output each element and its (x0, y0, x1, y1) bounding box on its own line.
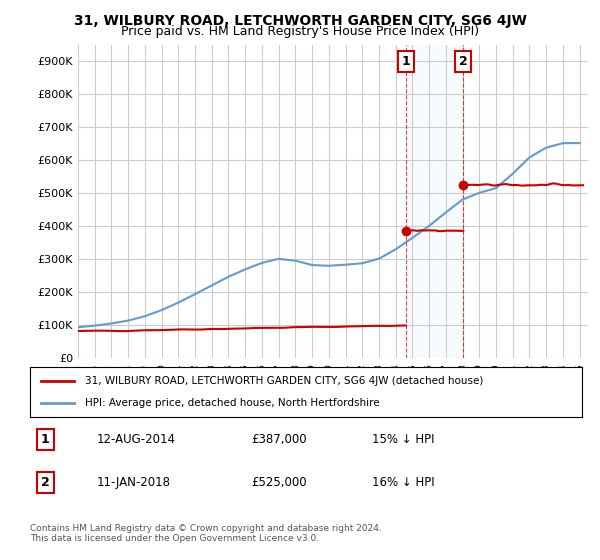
Text: £387,000: £387,000 (251, 433, 307, 446)
Text: 15% ↓ HPI: 15% ↓ HPI (372, 433, 435, 446)
Text: 31, WILBURY ROAD, LETCHWORTH GARDEN CITY, SG6 4JW (detached house): 31, WILBURY ROAD, LETCHWORTH GARDEN CITY… (85, 376, 484, 386)
Text: 11-JAN-2018: 11-JAN-2018 (96, 476, 170, 489)
Bar (406, 45, 463, 358)
Text: 2: 2 (459, 55, 467, 68)
Text: 12-AUG-2014: 12-AUG-2014 (96, 433, 175, 446)
Text: 1: 1 (401, 55, 410, 68)
Text: £525,000: £525,000 (251, 476, 307, 489)
Text: 31, WILBURY ROAD, LETCHWORTH GARDEN CITY, SG6 4JW: 31, WILBURY ROAD, LETCHWORTH GARDEN CITY… (74, 14, 526, 28)
Text: 1: 1 (41, 433, 50, 446)
Text: 2: 2 (41, 476, 50, 489)
Text: Price paid vs. HM Land Registry's House Price Index (HPI): Price paid vs. HM Land Registry's House … (121, 25, 479, 38)
Text: Contains HM Land Registry data © Crown copyright and database right 2024.
This d: Contains HM Land Registry data © Crown c… (30, 524, 382, 543)
Text: 16% ↓ HPI: 16% ↓ HPI (372, 476, 435, 489)
Text: HPI: Average price, detached house, North Hertfordshire: HPI: Average price, detached house, Nort… (85, 398, 380, 408)
